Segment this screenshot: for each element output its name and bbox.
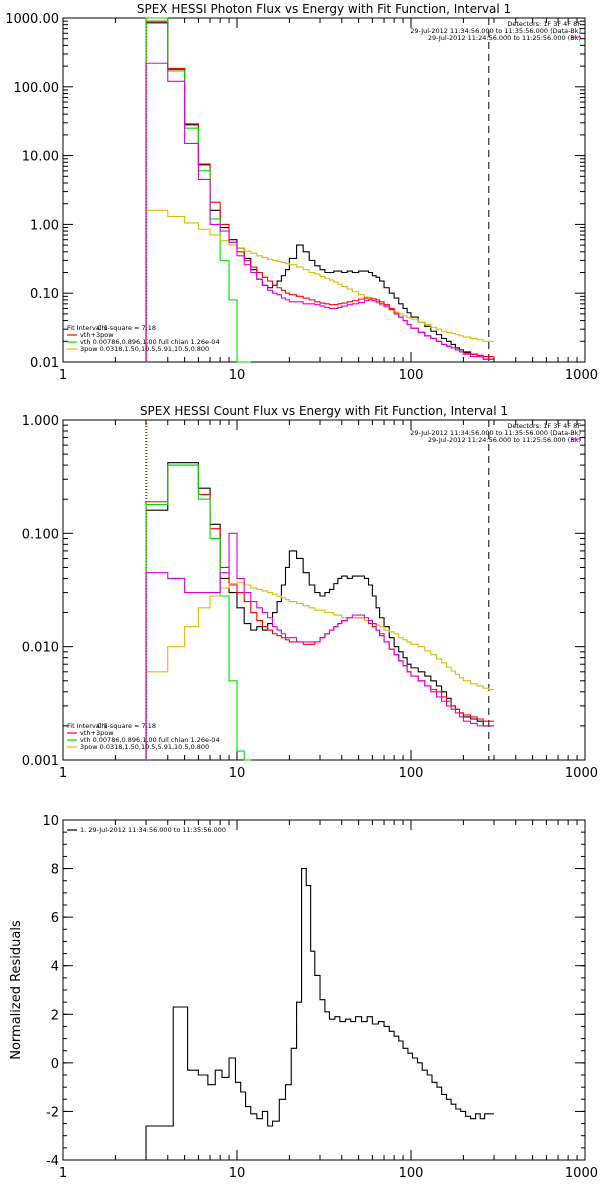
y-tick-label: 0.010 — [22, 641, 59, 656]
x-tick-label: 1 — [59, 766, 67, 781]
series-line-4 — [145, 532, 494, 760]
series-line-2 — [145, 464, 251, 761]
x-tick-label: 100 — [399, 766, 424, 781]
series-line-1 — [145, 20, 494, 362]
series-line-4 — [145, 62, 494, 362]
y-tick-label: -4 — [46, 1154, 59, 1169]
y-tick-label: 0.001 — [22, 754, 59, 769]
chart-title: SPEX HESSI Count Flux vs Energy with Fit… — [140, 404, 508, 418]
series-line-0 — [145, 462, 494, 760]
y-tick-label: 6 — [51, 911, 59, 926]
chart-title: SPEX HESSI Photon Flux vs Energy with Fi… — [137, 2, 511, 16]
plot-frame — [62, 819, 586, 1161]
x-tick-label: 1000 — [565, 766, 598, 781]
plot-frame — [62, 17, 586, 363]
y-axis-label: Normalized Residuals — [9, 920, 24, 1060]
y-tick-label: 8 — [51, 863, 59, 878]
y-tick-label: 1.00 — [30, 218, 59, 233]
plot-frame — [62, 419, 586, 761]
legend-label: vth 0.00786,0.896,1.00 full chian 1.26e-… — [80, 338, 220, 346]
y-tick-label: 100.00 — [14, 81, 60, 96]
x-tick-label: 1000 — [565, 368, 598, 383]
y-tick-label: 10.00 — [22, 150, 59, 165]
y-tick-label: 0.10 — [30, 287, 59, 302]
info-line: Detectors: 1F 3F 4F 8F — [507, 422, 581, 430]
y-tick-label: 0.100 — [22, 527, 59, 542]
legend-chisq: Chi-square = 7.18 — [97, 722, 156, 730]
legend-header: Fit Interval 1 — [67, 324, 108, 332]
series-line-0 — [145, 868, 494, 1160]
legend-label: vth+3pow — [80, 729, 114, 737]
count-flux-panel: SPEX HESSI Count Flux vs Energy with Fit… — [22, 404, 598, 781]
info-line: Detectors: 1F 3F 4F 8F — [507, 20, 581, 28]
info-line: 29-Jul-2012 11:24:56.000 to 11:25:56.000… — [428, 34, 581, 42]
x-tick-label: 1 — [59, 1166, 67, 1181]
info-line: 29-Jul-2012 11:24:56.000 to 11:25:56.000… — [428, 436, 581, 444]
legend-label: 3pow 0.0318,1.50,10.5,5.91,10.5,0.800 — [80, 345, 209, 353]
x-tick-label: 10 — [229, 1166, 246, 1181]
y-tick-label: 1000.00 — [5, 12, 59, 27]
series-line-3 — [145, 209, 494, 362]
x-tick-label: 10 — [229, 368, 246, 383]
legend-label: 3pow 0.0318,1.50,10.5,5.91,10.5,0.800 — [80, 743, 209, 751]
y-tick-label: 10 — [42, 814, 59, 829]
legend-label: vth 0.00786,0.896,1.00 full chian 1.26e-… — [80, 736, 220, 744]
legend-label: 1. 29-Jul-2012 11:34:56.000 to 11:35:56.… — [80, 826, 226, 834]
x-tick-label: 100 — [399, 1166, 424, 1181]
photon-flux-panel: SPEX HESSI Photon Flux vs Energy with Fi… — [5, 2, 598, 383]
info-line: 29-Jul-2012 11:34:56.000 to 11:35:56.000… — [410, 429, 581, 437]
series-line-3 — [145, 581, 494, 760]
y-tick-label: 1.000 — [22, 414, 59, 429]
residuals-panel: 1 10 100 1000 -4 -2 0 2 4 6 8 10 Normalized Residual… — [9, 814, 598, 1181]
y-tick-label: -2 — [46, 1105, 59, 1120]
legend-chisq: Chi-square = 7.18 — [97, 324, 156, 332]
series-line-2 — [145, 17, 251, 363]
x-tick-label: 100 — [399, 368, 424, 383]
y-tick-label: 0 — [51, 1057, 59, 1072]
y-tick-label: 4 — [51, 960, 59, 975]
legend-header: Fit Interval 1 — [67, 722, 108, 730]
x-tick-label: 1 — [59, 368, 67, 383]
legend-label: vth+3pow — [80, 331, 114, 339]
y-tick-label: 2 — [51, 1008, 59, 1023]
x-tick-label: 1000 — [565, 1166, 598, 1181]
series-line-0 — [145, 22, 494, 362]
info-line: 29-Jul-2012 11:34:56.000 to 11:35:56.000… — [410, 27, 581, 35]
y-tick-label: 0.01 — [30, 356, 59, 371]
x-tick-label: 10 — [229, 766, 246, 781]
